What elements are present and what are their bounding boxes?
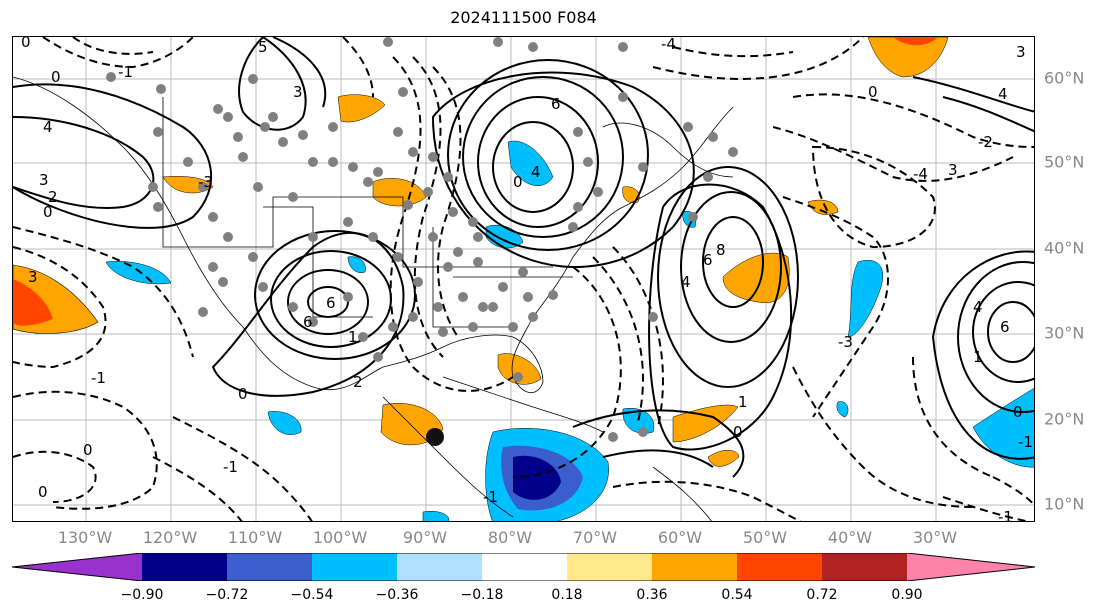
- colorbar-segment: [482, 553, 567, 581]
- lon-label: 90°W: [402, 528, 448, 547]
- contour-label: 4: [998, 85, 1008, 103]
- lon-label: 130°W: [57, 528, 113, 547]
- contour-label: -1: [998, 508, 1013, 522]
- positive-contours: [13, 37, 1034, 478]
- contour-label: 3: [28, 268, 38, 286]
- colorbar-high-extension: [907, 553, 1035, 581]
- lon-label: 70°W: [572, 528, 618, 547]
- contour-label: 2: [353, 373, 363, 391]
- lon-label: 30°W: [912, 528, 958, 547]
- contour-label: 6: [326, 294, 336, 312]
- colorbar-segment: [567, 553, 652, 581]
- contour-label: 1: [348, 328, 358, 346]
- contour-label: -1: [91, 369, 106, 387]
- lon-label: 40°W: [827, 528, 873, 547]
- contour-label: 4: [531, 163, 541, 181]
- contour-label: -3: [838, 333, 853, 351]
- contour-label: 4: [43, 118, 53, 136]
- station-markers: [106, 37, 738, 442]
- contour-label-group: 0 -1 0 4 3 2 0 5 3 -3 6 6 1 0 -1 0 0 3 -…: [21, 37, 1033, 522]
- lon-label: 120°W: [142, 528, 198, 547]
- contour-label: 0: [38, 483, 48, 501]
- lon-label: 80°W: [487, 528, 533, 547]
- contour-label: 5: [258, 38, 268, 56]
- coastlines: [13, 76, 734, 521]
- negative-contours: [13, 37, 1034, 521]
- lat-label: 50°N: [1044, 152, 1085, 172]
- colorbar-segment: [142, 553, 227, 581]
- contour-label: 0: [83, 441, 93, 459]
- colorbar-segment: [397, 553, 482, 581]
- contour-label: 4: [681, 273, 691, 291]
- colorbar-segment: [822, 553, 907, 581]
- colorbar-segment: [737, 553, 822, 581]
- contour-label: -1: [118, 63, 133, 81]
- lon-label: 110°W: [227, 528, 283, 547]
- map-panel[interactable]: 0 -1 0 4 3 2 0 5 3 -3 6 6 1 0 -1 0 0 3 -…: [12, 36, 1035, 522]
- contour-label: 6: [303, 313, 313, 331]
- contour-label: -3: [198, 173, 213, 191]
- colorbar-label: 0.90: [891, 587, 923, 603]
- colorbar-label: −0.72: [205, 587, 249, 603]
- contour-label: 4: [973, 298, 983, 316]
- contour-label: 0: [51, 68, 61, 86]
- colorbar-label: −0.18: [460, 587, 504, 603]
- contour-label: -4: [661, 37, 676, 53]
- contour-label: 8: [716, 241, 726, 259]
- contour-label: 0: [1013, 403, 1023, 421]
- contour-label: 6: [703, 251, 713, 269]
- colorbar-label: −0.54: [290, 587, 334, 603]
- contour-label: 0: [513, 173, 523, 191]
- colorbar-segment: [312, 553, 397, 581]
- lat-label: 10°N: [1044, 494, 1085, 514]
- colorbar-segment: [652, 553, 737, 581]
- contour-label: 6: [551, 95, 561, 113]
- colorbar-label: 0.18: [551, 587, 583, 603]
- lat-label: 40°N: [1044, 238, 1085, 258]
- contour-label: 3: [1016, 43, 1026, 61]
- lat-label: 60°N: [1044, 68, 1085, 88]
- colorbar-label: −0.36: [375, 587, 419, 603]
- contour-label: 2: [48, 188, 58, 206]
- lon-label: 50°W: [742, 528, 788, 547]
- map-canvas: 0 -1 0 4 3 2 0 5 3 -3 6 6 1 0 -1 0 0 3 -…: [13, 37, 1034, 522]
- lon-label: 100°W: [312, 528, 368, 547]
- center-marker: [426, 428, 444, 446]
- contour-label: 1: [973, 348, 983, 366]
- colorbar-low-extension: [12, 553, 142, 581]
- colorbar-segment: [227, 553, 312, 581]
- colorbar-label: −0.90: [120, 587, 164, 603]
- contour-label: -4: [913, 165, 928, 183]
- contour-label: 3: [293, 83, 303, 101]
- contour-label: 6: [1000, 318, 1010, 336]
- colorbar-label: 0.54: [721, 587, 753, 603]
- map-title: 2024111500 F084: [450, 8, 597, 27]
- colorbar: [12, 553, 1036, 581]
- contour-label: 3: [948, 161, 958, 179]
- contour-label: 1: [738, 393, 748, 411]
- contour-label: 0: [238, 385, 248, 403]
- contour-label: -1: [223, 458, 238, 476]
- lat-label: 30°N: [1044, 323, 1085, 343]
- contour-label: 0: [733, 423, 743, 441]
- contour-label: -1: [483, 488, 498, 506]
- contour-label: 3: [39, 171, 49, 189]
- contour-label: -1: [1018, 433, 1033, 451]
- lon-label: 60°W: [657, 528, 703, 547]
- contour-label: -2: [978, 133, 993, 151]
- contour-label: 0: [43, 203, 53, 221]
- colorbar-label: 0.36: [636, 587, 668, 603]
- contour-label: 0: [21, 37, 31, 51]
- lat-label: 20°N: [1044, 409, 1085, 429]
- contour-label: 0: [868, 83, 878, 101]
- shaded-anomalies: [13, 37, 1034, 521]
- colorbar-label: 0.72: [806, 587, 838, 603]
